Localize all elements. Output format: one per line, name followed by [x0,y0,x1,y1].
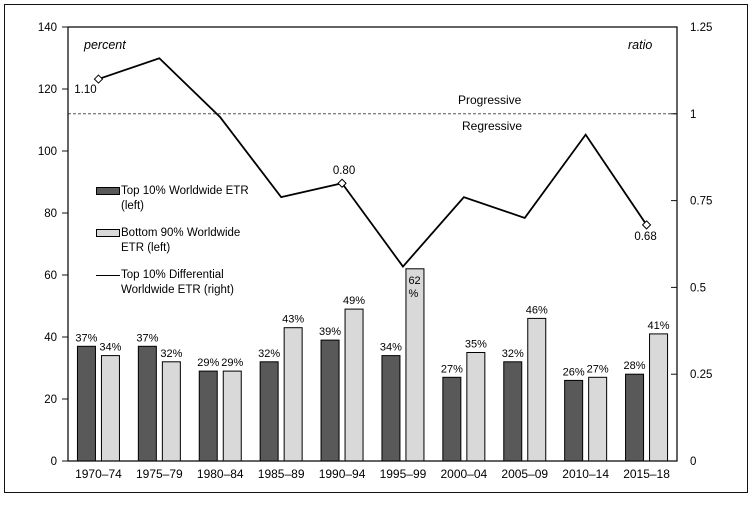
bar-label: 29% [197,357,219,369]
line-point-label: 0.68 [634,231,656,243]
legend-label-line2: (left) [121,200,144,212]
legend-label-line1: Top 10% Differential [121,269,224,281]
bar-label: 37% [75,332,97,344]
bar-top10_etr-1975–79 [137,345,157,462]
legend-label-line2: ETR (left) [121,242,171,254]
left-axis-tick-label: 0 [51,456,57,468]
threshold-above-label: Progressive [458,93,522,107]
left-axis-tick-label: 120 [38,84,57,96]
bar-bottom90_etr-1970–74 [100,355,120,462]
x-axis-category-label: 1985–89 [258,467,305,481]
right-axis-tick-label: 0.5 [690,282,706,294]
bar-bottom90_etr-2010–14 [588,376,608,462]
legend-label: Top 10% Differential Worldwide ETR (righ… [121,268,234,298]
bar-label: 37% [136,332,158,344]
legend-label-line2: Worldwide ETR (right) [121,284,234,296]
line-point-label: 1.10 [74,84,96,96]
bar-top10_etr-1995–99 [381,355,401,462]
threshold-below-label: Regressive [462,119,523,133]
legend-swatch-line [96,275,120,276]
line-marker-1970–74 [93,74,104,84]
left-axis-tick-label: 20 [44,394,57,406]
differential-line [98,57,648,269]
x-axis-category-label: 1990–94 [319,467,366,481]
bar-label: 28% [624,360,646,372]
bar-top10_etr-1985–89 [259,361,279,462]
x-axis-category-label: 1975–79 [136,467,183,481]
bar-label: 39% [319,326,341,338]
bar-label: 46% [526,304,548,316]
bar-label: 49% [343,295,365,307]
bar-top10_etr-2005–09 [503,361,523,462]
bar-label: 34% [380,342,402,354]
legend-label: Bottom 90% Worldwide ETR (left) [121,226,240,256]
left-axis-tick-label: 100 [38,146,57,158]
right-axis-tick-label: 0.25 [690,369,712,381]
left-axis-tick-label: 60 [44,270,57,282]
bar-label: 32% [160,348,182,360]
chart-legend: Top 10% Worldwide ETR (left) Bottom 90% … [96,184,249,310]
bar-label: 26% [563,366,585,378]
x-axis-category-label: 1970–74 [75,467,122,481]
x-axis-category-label: 2010–14 [562,467,609,481]
bar-label: 27% [587,363,609,375]
legend-label-line1: Top 10% Worldwide ETR [121,185,249,197]
legend-item-bottom90-bar: Bottom 90% Worldwide ETR (left) [96,226,249,256]
legend-label-line1: Bottom 90% Worldwide [121,227,241,239]
bar-bottom90_etr-2015–18 [649,333,669,462]
line-point-label: 0.80 [333,165,355,177]
right-axis-tick-label: 1 [690,109,696,121]
bar-label: 62 [408,275,420,287]
legend-item-differential-line: Top 10% Differential Worldwide ETR (righ… [96,268,249,298]
bar-bottom90_etr-1990–94 [344,308,364,462]
bar-label: 34% [99,342,121,354]
bar-bottom90_etr-1980–84 [222,370,242,462]
plot-border [67,26,678,462]
bar-label: 29% [221,357,243,369]
bar-label: % [408,288,418,300]
figure-border [4,4,748,493]
left-axis-tick-label: 40 [44,332,57,344]
bar-top10_etr-1970–74 [76,345,96,462]
bar-label: 32% [502,348,524,360]
bar-top10_etr-2015–18 [625,373,645,462]
bar-label: 27% [441,363,463,375]
x-axis-category-label: 1980–84 [197,467,244,481]
legend-swatch-dark-bar [96,187,120,195]
legend-swatch-light-bar [96,229,120,237]
x-axis-category-label: 2000–04 [440,467,487,481]
left-axis-tick-label: 140 [38,22,57,34]
x-axis-category-label: 2005–09 [501,467,548,481]
bar-top10_etr-1990–94 [320,339,340,462]
right-axis-title: ratio [628,38,653,52]
bar-bottom90_etr-1985–89 [283,327,303,462]
left-axis-tick-label: 80 [44,208,57,220]
bar-bottom90_etr-2005–09 [527,317,547,462]
x-axis-category-label: 1995–99 [380,467,427,481]
right-axis-tick-label: 0.75 [690,196,712,208]
bar-label: 35% [465,339,487,351]
bar-label: 32% [258,348,280,360]
bar-label: 43% [282,314,304,326]
bar-top10_etr-2000–04 [442,376,462,462]
left-axis-title: percent [84,38,126,52]
right-axis-tick-label: 0 [690,456,696,468]
bar-top10_etr-1980–84 [198,370,218,462]
legend-label: Top 10% Worldwide ETR (left) [121,184,249,214]
legend-item-top10-bar: Top 10% Worldwide ETR (left) [96,184,249,214]
line-marker-2015–18 [641,220,652,230]
line-marker-1990–94 [337,178,347,188]
bar-bottom90_etr-1975–79 [161,361,181,462]
x-axis-category-label: 2015–18 [623,467,670,481]
bar-bottom90_etr-2000–04 [466,352,486,462]
bar-top10_etr-2010–14 [564,379,584,462]
right-axis-tick-label: 1.25 [690,22,712,34]
bar-label: 41% [648,320,670,332]
